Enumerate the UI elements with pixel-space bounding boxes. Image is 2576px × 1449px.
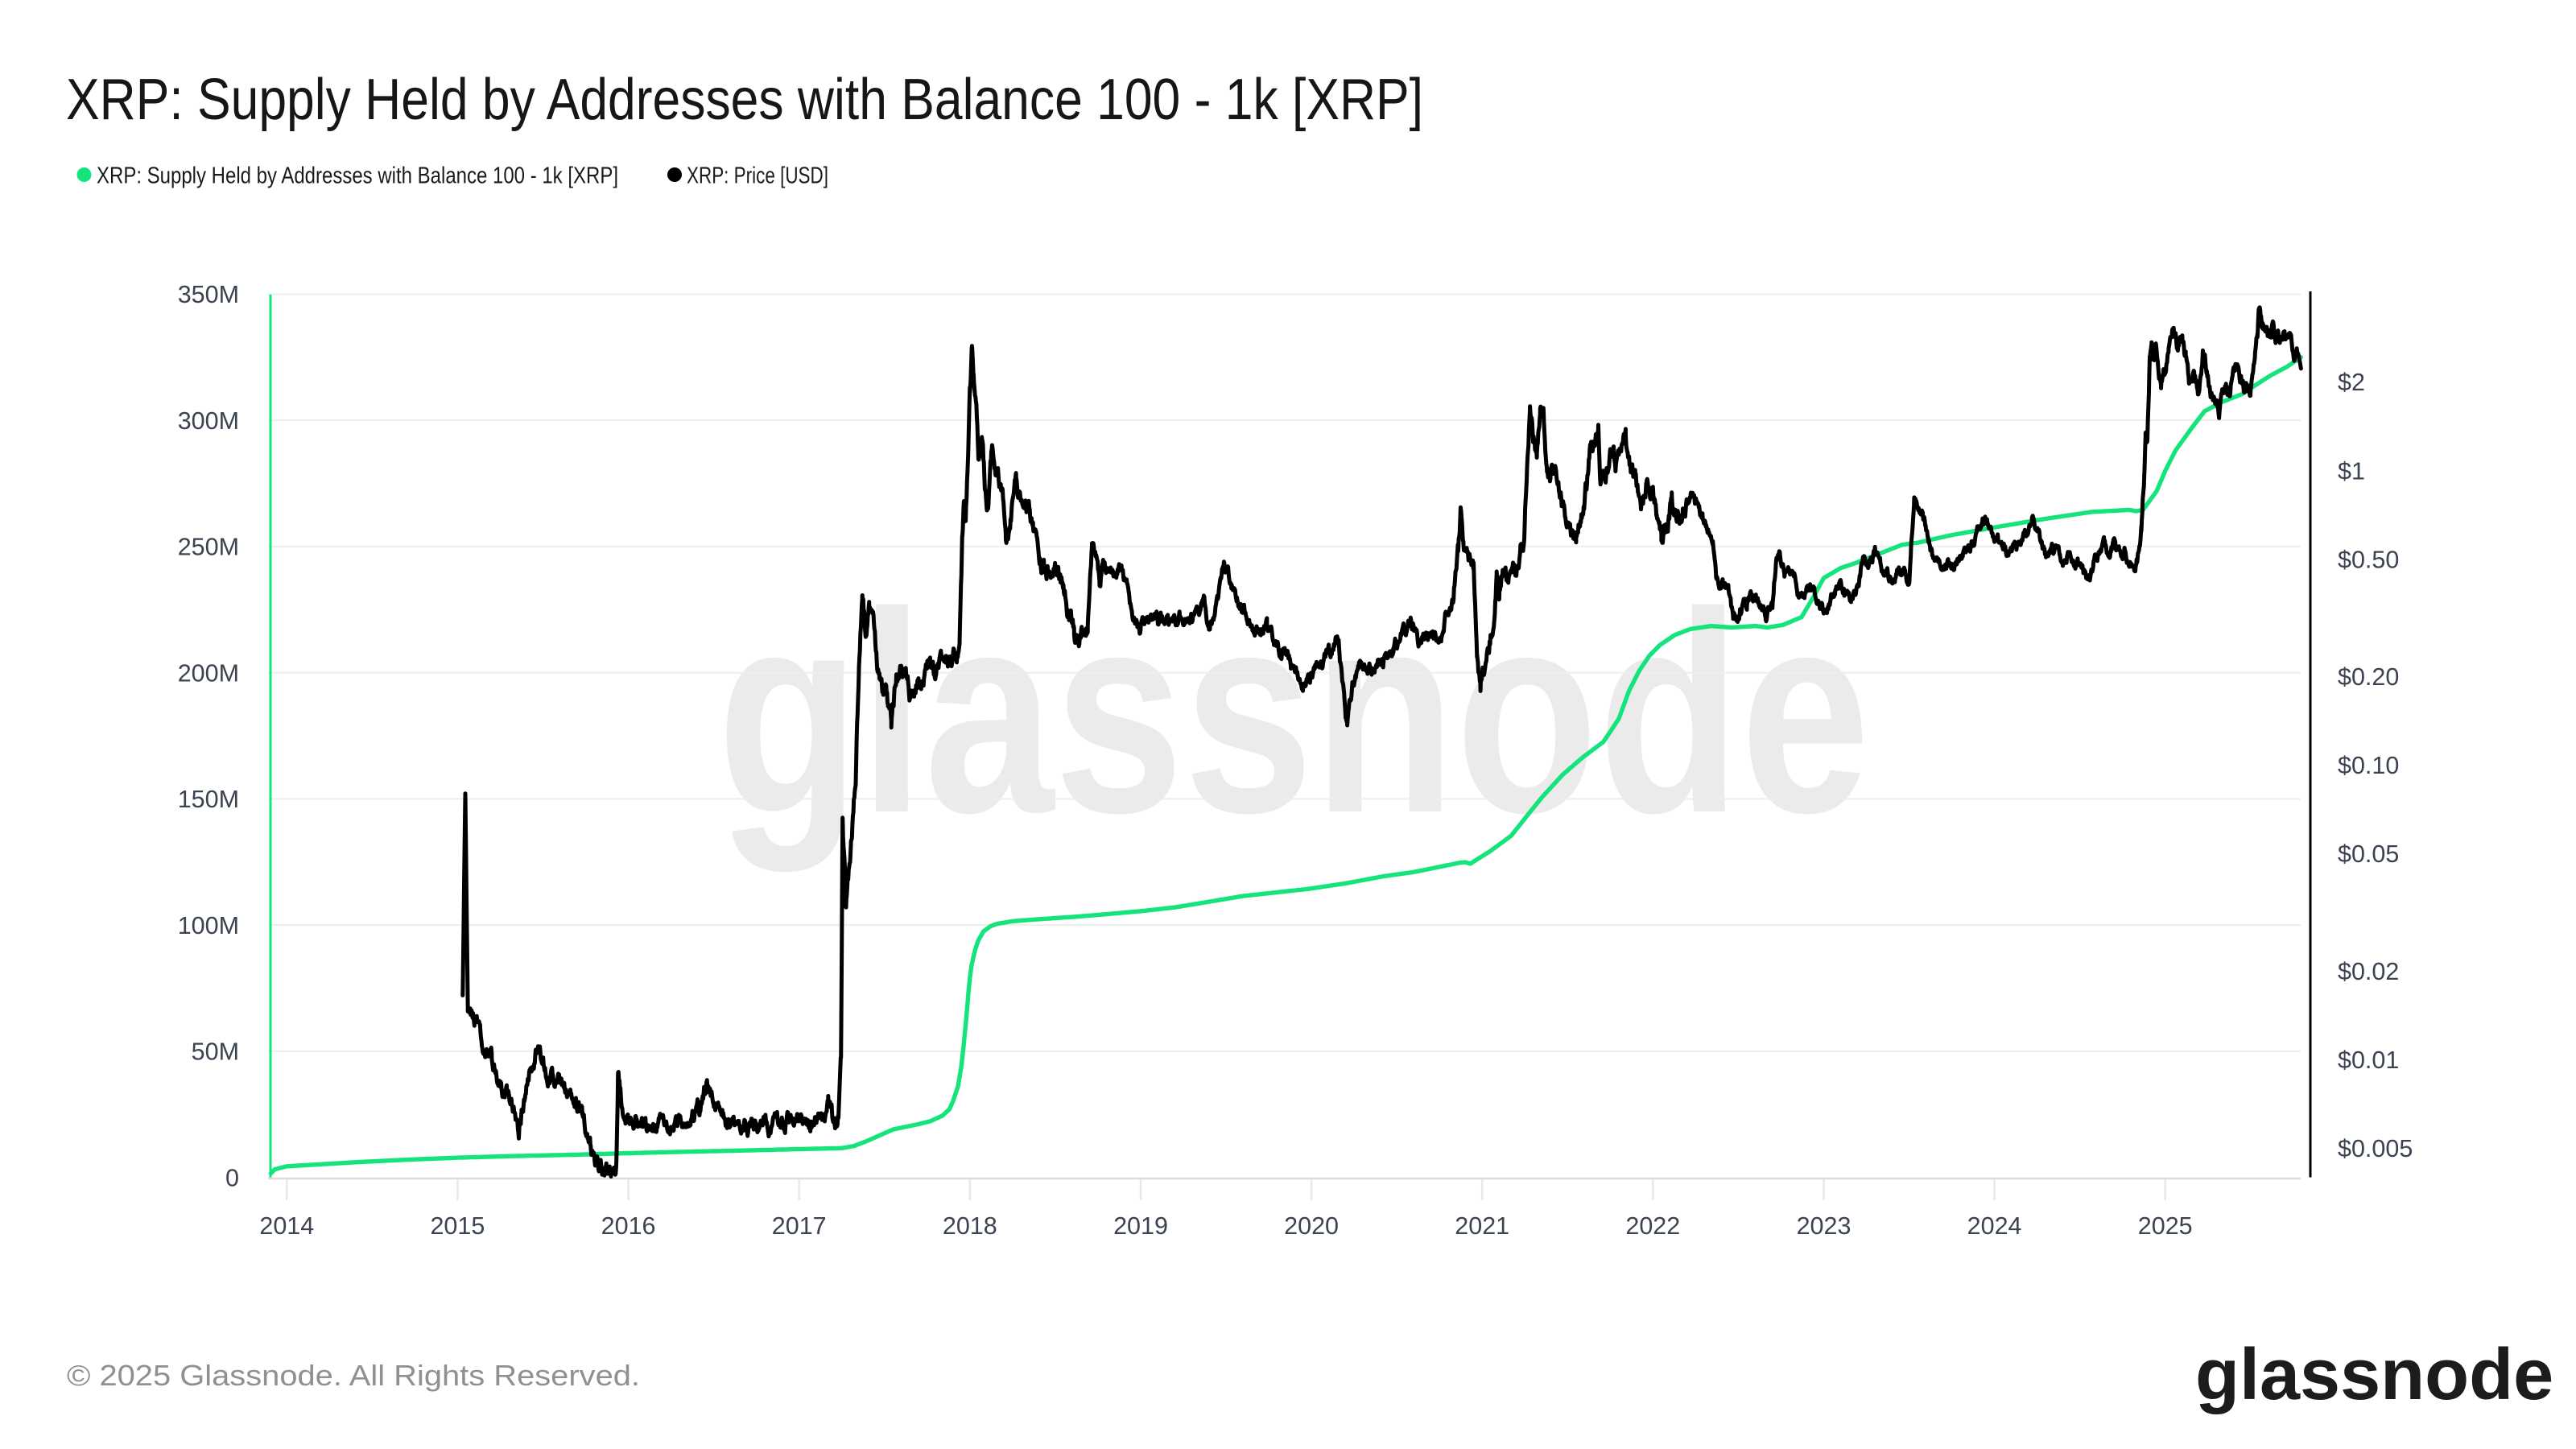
svg-text:200M: 200M [178, 659, 239, 687]
svg-text:$0.01: $0.01 [2338, 1046, 2399, 1074]
svg-text:100M: 100M [178, 912, 239, 939]
svg-text:350M: 350M [178, 281, 239, 308]
svg-text:© 2025 Glassnode. All Rights R: © 2025 Glassnode. All Rights Reserved. [67, 1359, 640, 1392]
svg-text:2025: 2025 [2138, 1212, 2193, 1240]
svg-text:50M: 50M [192, 1038, 239, 1066]
svg-text:XRP: Price [USD]: XRP: Price [USD] [687, 163, 828, 189]
svg-text:$2: $2 [2338, 369, 2365, 396]
svg-text:$1: $1 [2338, 457, 2365, 485]
svg-text:300M: 300M [178, 407, 239, 435]
svg-text:2017: 2017 [772, 1212, 827, 1240]
svg-text:$0.20: $0.20 [2338, 663, 2399, 691]
svg-text:$0.05: $0.05 [2338, 840, 2399, 868]
svg-text:$0.50: $0.50 [2338, 546, 2399, 573]
svg-text:2021: 2021 [1455, 1212, 1509, 1240]
svg-text:$0.02: $0.02 [2338, 958, 2399, 985]
svg-text:250M: 250M [178, 534, 239, 561]
svg-text:$0.10: $0.10 [2338, 752, 2399, 779]
svg-text:2018: 2018 [943, 1212, 997, 1240]
svg-text:2020: 2020 [1284, 1212, 1339, 1240]
svg-text:2014: 2014 [259, 1212, 314, 1240]
svg-text:glassnode: glassnode [2195, 1335, 2553, 1415]
svg-text:2022: 2022 [1625, 1212, 1680, 1240]
svg-text:0: 0 [225, 1164, 239, 1191]
svg-text:2016: 2016 [601, 1212, 656, 1240]
svg-text:XRP: Supply Held by Addresses: XRP: Supply Held by Addresses with Balan… [97, 163, 618, 189]
svg-text:2015: 2015 [430, 1212, 485, 1240]
svg-text:$0.005: $0.005 [2338, 1135, 2413, 1162]
svg-text:2024: 2024 [1967, 1212, 2022, 1240]
svg-text:XRP: Supply Held by Addresses: XRP: Supply Held by Addresses with Balan… [66, 68, 1423, 132]
svg-text:2019: 2019 [1113, 1212, 1168, 1240]
svg-text:2023: 2023 [1797, 1212, 1852, 1240]
svg-text:150M: 150M [178, 786, 239, 813]
svg-text:glassnode: glassnode [717, 554, 1870, 874]
